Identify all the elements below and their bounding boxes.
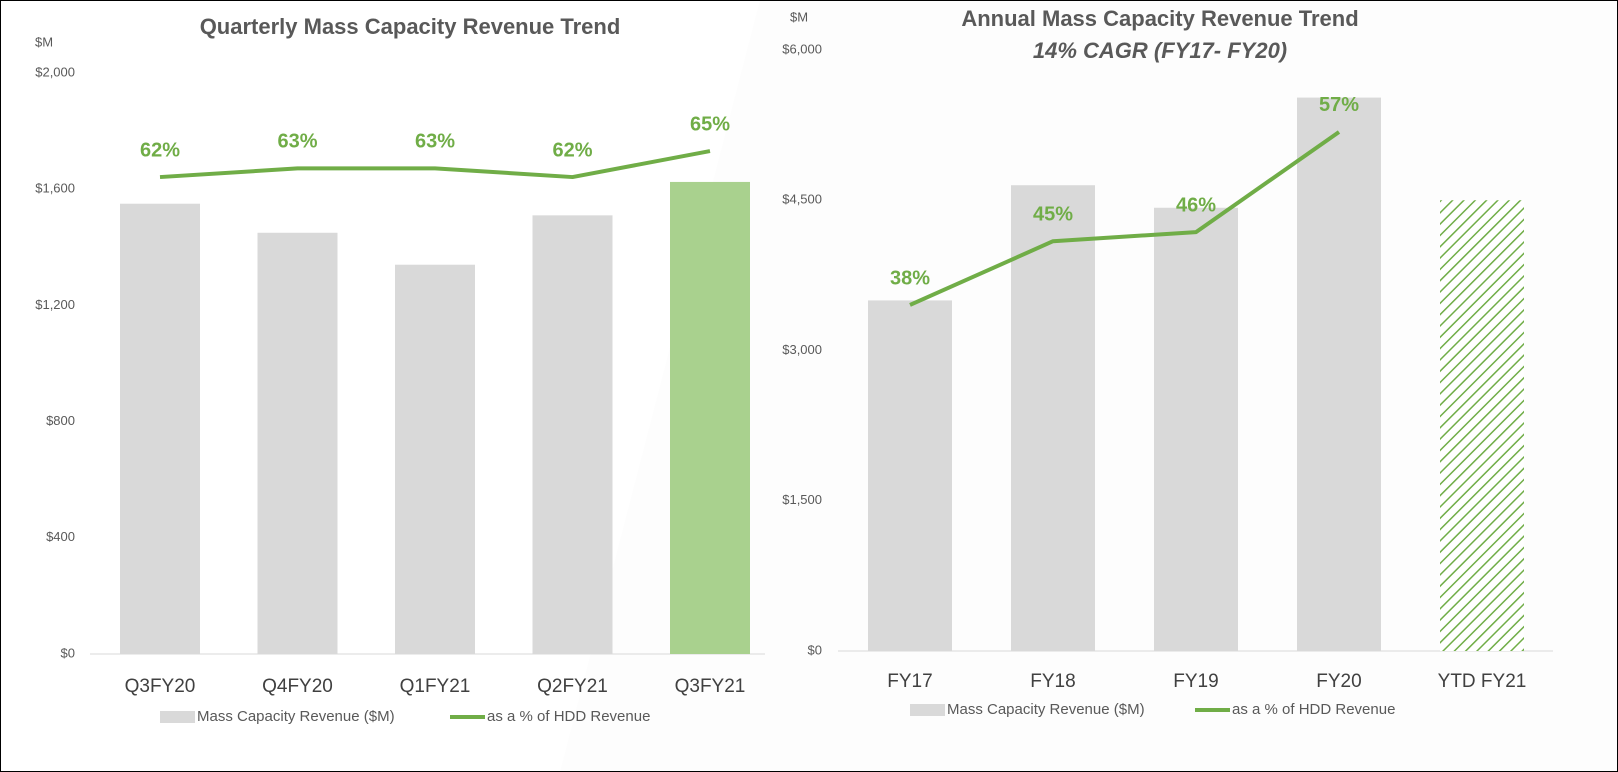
chart-title: Annual Mass Capacity Revenue Trend — [961, 6, 1358, 31]
x-tick-label: FY19 — [1173, 671, 1218, 692]
line — [159, 149, 711, 180]
bar — [120, 203, 200, 654]
data-label: 46% — [1176, 194, 1216, 216]
bar — [1011, 185, 1095, 651]
data-label: 62% — [140, 139, 180, 161]
data-label: 57% — [1319, 94, 1359, 116]
x-tick-label: Q3FY21 — [675, 676, 746, 697]
bar — [1154, 207, 1238, 651]
x-tick-label: Q3FY20 — [125, 676, 196, 697]
data-label: 63% — [415, 131, 455, 153]
y-tick-label: $1,500 — [782, 492, 822, 507]
chart-title: Quarterly Mass Capacity Revenue Trend — [200, 14, 621, 39]
y-axis-label: $M — [790, 9, 808, 24]
data-label: 38% — [890, 267, 930, 289]
y-tick-label: $3,000 — [782, 342, 822, 357]
bar — [395, 264, 475, 654]
bar — [532, 215, 613, 654]
bar — [257, 232, 338, 654]
legend-label: as a % of HDD Revenue — [487, 708, 650, 725]
data-label: 45% — [1033, 204, 1073, 226]
x-tick-label: FY18 — [1030, 671, 1075, 692]
y-tick-label: $0 — [61, 645, 75, 660]
bar — [1297, 97, 1381, 652]
bar — [868, 300, 952, 651]
y-tick-label: $2,000 — [35, 64, 75, 79]
y-axis-label: $M — [35, 34, 53, 49]
line — [909, 130, 1341, 307]
legend-label: Mass Capacity Revenue ($M) — [947, 701, 1145, 718]
x-tick-label: Q4FY20 — [262, 676, 333, 697]
x-tick-label: FY20 — [1316, 671, 1361, 692]
x-tick-label: Q1FY21 — [400, 676, 471, 697]
y-tick-label: $800 — [46, 413, 75, 428]
bar — [670, 181, 750, 654]
legend-swatch — [910, 704, 945, 716]
data-label: 62% — [552, 139, 592, 161]
y-tick-label: $1,200 — [35, 297, 75, 312]
y-tick-label: $400 — [46, 529, 75, 544]
x-tick-label: FY17 — [887, 671, 932, 692]
y-tick-label: $0 — [808, 642, 822, 657]
data-label: 63% — [277, 131, 317, 153]
x-tick-label: Q2FY21 — [537, 676, 608, 697]
legend-label: as a % of HDD Revenue — [1232, 701, 1395, 718]
chart-subtitle: 14% CAGR (FY17- FY20) — [1033, 38, 1287, 63]
bar — [1440, 200, 1524, 651]
y-tick-label: $1,600 — [35, 181, 75, 196]
y-tick-label: $6,000 — [782, 41, 822, 56]
legend-label: Mass Capacity Revenue ($M) — [197, 708, 395, 725]
data-label: 65% — [690, 113, 730, 135]
legend-swatch — [160, 711, 195, 723]
y-tick-label: $4,500 — [782, 192, 822, 207]
x-tick-label: YTD FY21 — [1438, 671, 1527, 692]
